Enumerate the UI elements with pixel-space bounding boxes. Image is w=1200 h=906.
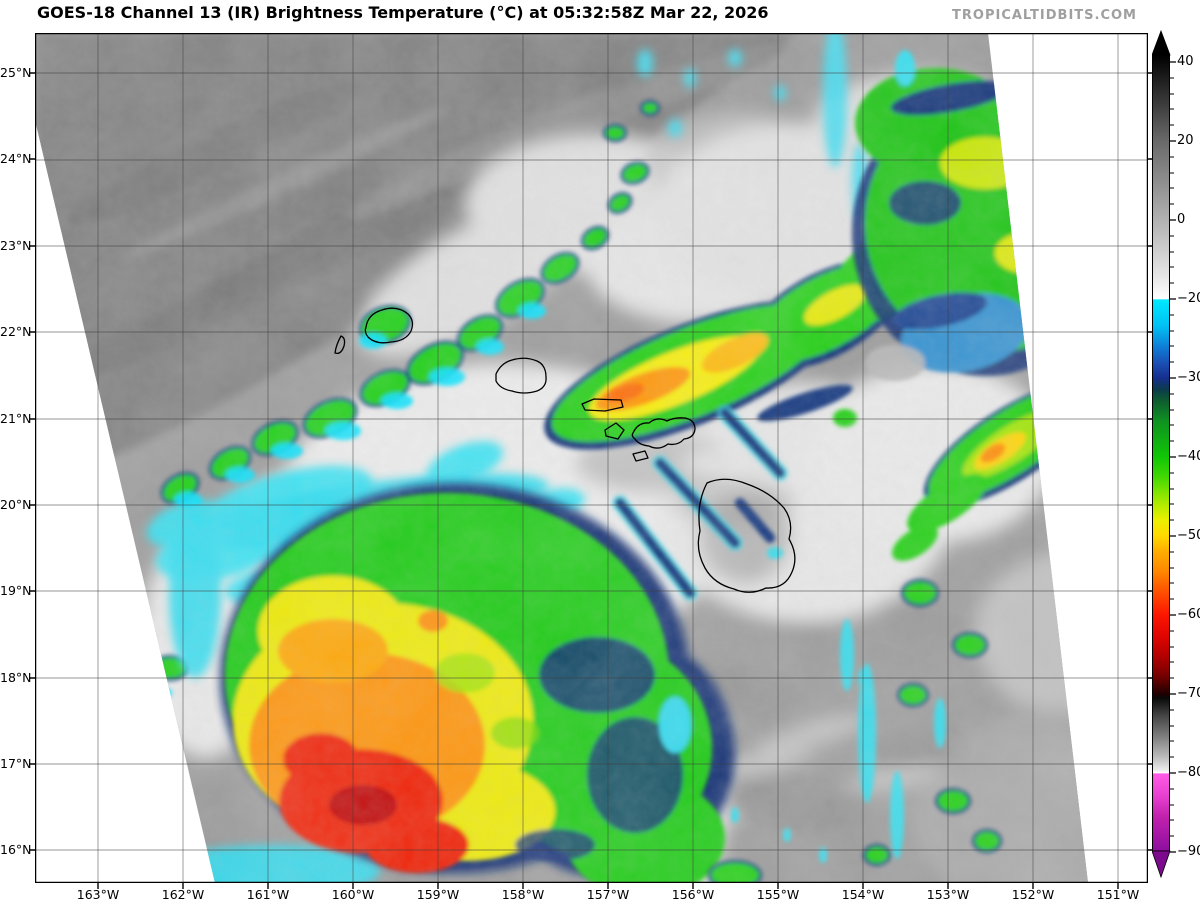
colorbar-tick-label: −40 (1177, 449, 1200, 464)
colorbar-tick-label: −80 (1177, 765, 1200, 780)
left-axis-ticks (29, 72, 35, 851)
map-plot (35, 33, 1148, 883)
coastline-kahoolawe (632, 450, 649, 462)
colorbar-tick-label: −50 (1177, 528, 1200, 543)
lon-tick-label: 163°W (76, 887, 120, 902)
page-title: GOES-18 Channel 13 (IR) Brightness Tempe… (37, 3, 769, 22)
colorbar-gradient (1152, 54, 1170, 852)
lon-tick-label: 159°W (416, 887, 460, 902)
lat-tick-label: 19°N (0, 583, 32, 598)
lon-tick-label: 153°W (926, 887, 970, 902)
coastline-niihau (334, 335, 346, 354)
coastline-molokai (581, 398, 624, 412)
colorbar-tick-label: 40 (1177, 54, 1194, 69)
satellite-image (35, 33, 1148, 883)
colorbar-tick-label: −60 (1177, 607, 1200, 622)
watermark: TROPICALTIDBITS.COM (952, 8, 1137, 23)
coastlines (334, 307, 796, 593)
graticule (35, 33, 1148, 883)
colorbar-tick-label: 20 (1177, 133, 1194, 148)
right-axis-ticks (1148, 72, 1154, 851)
colorbar-tick-label: 0 (1177, 212, 1186, 227)
lon-tick-label: 155°W (756, 887, 800, 902)
colorbar-tick-label: −70 (1177, 686, 1200, 701)
colorbar-tick-label: −90 (1177, 844, 1200, 859)
coastline-big-island (697, 478, 796, 593)
colorbar-extend-below-arrow (1152, 850, 1171, 879)
lon-tick-label: 154°W (841, 887, 885, 902)
coastline-maui (631, 417, 696, 449)
lon-tick-label: 152°W (1011, 887, 1055, 902)
lat-tick-label: 16°N (0, 842, 32, 857)
texture-overlay (35, 33, 1088, 883)
colorbar-tick-label: −20 (1177, 291, 1200, 306)
coastline-lanai (604, 422, 625, 440)
bottom-axis-ticks (97, 883, 1119, 889)
colorbar-tick-label: −30 (1177, 370, 1200, 385)
colorbar-extend-above-arrow (1152, 29, 1171, 56)
lon-tick-label: 160°W (331, 887, 375, 902)
lon-tick-label: 158°W (501, 887, 545, 902)
lat-tick-label: 24°N (0, 151, 32, 166)
lon-tick-label: 151°W (1096, 887, 1140, 902)
colorbar-major-ticks (1170, 61, 1176, 853)
lat-tick-label: 25°N (0, 65, 32, 80)
coastline-oahu (495, 357, 547, 394)
lon-tick-label: 162°W (161, 887, 205, 902)
lon-tick-label: 156°W (671, 887, 715, 902)
lat-tick-label: 22°N (0, 324, 32, 339)
lat-tick-label: 20°N (0, 497, 32, 512)
lat-tick-label: 23°N (0, 238, 32, 253)
lat-tick-label: 17°N (0, 756, 32, 771)
colorbar-minor-ticks (1170, 77, 1174, 837)
colorbar (1152, 29, 1176, 879)
lat-tick-label: 18°N (0, 670, 32, 685)
lon-tick-label: 161°W (246, 887, 290, 902)
lon-tick-label: 157°W (586, 887, 630, 902)
coastline-kauai (364, 307, 414, 344)
lat-tick-label: 21°N (0, 411, 32, 426)
